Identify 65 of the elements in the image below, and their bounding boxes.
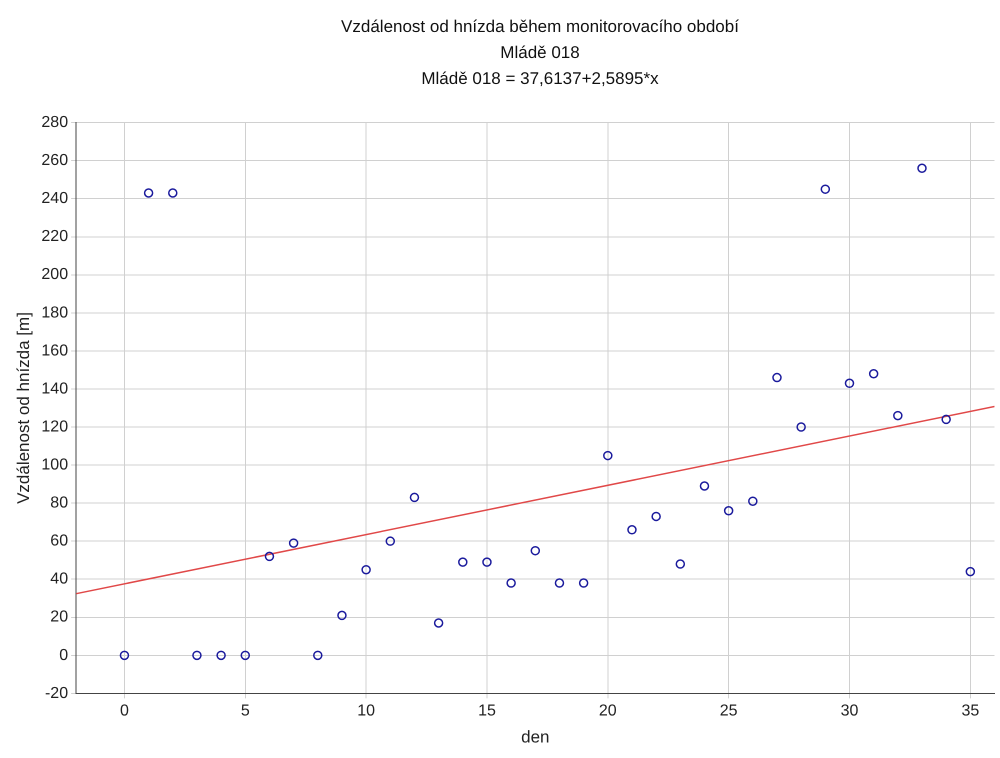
point	[168, 188, 178, 198]
point	[192, 650, 202, 660]
point	[868, 369, 878, 378]
point	[410, 492, 420, 502]
y-tick-label: 0	[59, 646, 68, 664]
point	[240, 650, 250, 660]
point	[941, 414, 951, 424]
y-tick-label: 80	[50, 494, 68, 512]
point	[216, 650, 226, 660]
x-tick-label: 10	[357, 702, 376, 720]
point	[820, 184, 830, 194]
point	[434, 618, 444, 628]
point	[530, 546, 540, 556]
point	[724, 506, 734, 516]
chart-title: Vzdálenost od hnízda během monitorovacího období	[340, 16, 740, 38]
point	[627, 525, 637, 535]
x-tick-label: 20	[598, 702, 617, 720]
point	[748, 496, 758, 506]
point	[482, 557, 492, 567]
y-tick-label: 100	[41, 456, 68, 474]
y-tick-label: 120	[41, 418, 68, 436]
point	[458, 557, 468, 567]
point	[361, 564, 371, 574]
x-tick-label: 25	[720, 702, 738, 720]
point	[917, 164, 927, 174]
point	[264, 552, 274, 562]
x-tick-label: 0	[120, 702, 129, 720]
point	[288, 538, 298, 548]
point	[313, 650, 323, 660]
point	[772, 372, 782, 382]
chart-subtitle: Mládě 018	[499, 42, 581, 64]
point	[796, 422, 806, 432]
point	[120, 650, 130, 660]
x-tick-label: 35	[961, 702, 980, 720]
point	[700, 481, 710, 491]
y-axis-title: Vzdálenost od hnízda [m]	[14, 312, 33, 504]
y-tick-label: 200	[41, 266, 68, 284]
y-tick-label: -20	[44, 684, 68, 702]
point	[578, 578, 588, 588]
x-axis-title: den	[521, 727, 550, 746]
y-tick-label: 40	[50, 570, 68, 588]
point	[506, 578, 516, 588]
point	[144, 188, 154, 198]
point	[386, 536, 396, 546]
y-tick-label: 260	[41, 152, 68, 170]
y-tick-label: 140	[41, 380, 68, 398]
y-tick-label: 280	[41, 114, 68, 132]
y-tick-label: 240	[41, 190, 68, 208]
y-tick-label: 20	[50, 608, 68, 626]
point	[554, 578, 564, 588]
text: Mládě 018 = 37,6137+2,5895*x	[420, 68, 660, 90]
y-tick-label: 220	[41, 228, 68, 246]
y-tick-label: 160	[41, 342, 68, 360]
point	[337, 610, 347, 620]
x-tick-label: 15	[478, 702, 496, 720]
point	[676, 559, 686, 569]
point	[844, 378, 854, 388]
point	[651, 512, 661, 522]
y-tick-label: 180	[41, 304, 68, 322]
y-tick-label: 60	[50, 532, 68, 550]
point	[893, 410, 903, 420]
point	[966, 566, 976, 576]
x-tick-label: 5	[240, 702, 250, 720]
point	[603, 450, 613, 460]
x-tick-label: 30	[840, 702, 858, 720]
